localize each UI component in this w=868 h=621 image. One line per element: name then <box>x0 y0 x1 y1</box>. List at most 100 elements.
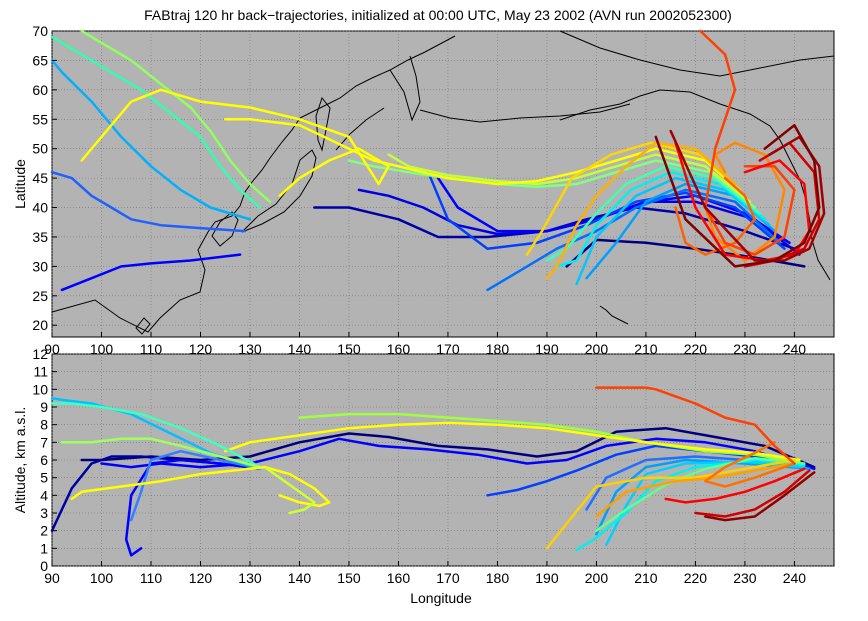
map-trajectory-line <box>545 141 737 280</box>
coastline-japan <box>241 149 317 233</box>
coastline-korea <box>211 211 239 247</box>
map-trajectory-line <box>50 59 252 221</box>
altitude-trajectory-line <box>50 402 262 469</box>
altitude-ytick-label: 10 <box>32 381 48 397</box>
altitude-trajectory-line <box>129 449 262 522</box>
map-xtick-label: 100 <box>90 341 114 357</box>
altitude-trajectory-line <box>694 469 811 518</box>
map-ytick-label: 55 <box>32 111 48 127</box>
map-ytick-label: 30 <box>32 258 48 274</box>
altitude-xtick-label: 230 <box>733 570 757 586</box>
map-trajectory-line <box>674 176 757 256</box>
map-ytick-label: 35 <box>32 229 48 245</box>
map-trajectory-line <box>654 123 821 268</box>
map-trajectory-line <box>50 35 262 209</box>
altitude-ytick-label: 7 <box>40 434 48 450</box>
altitude-trajectory-line <box>100 437 816 471</box>
altitude-xtick-label: 150 <box>337 570 361 586</box>
map-ytick-label: 70 <box>32 23 48 39</box>
coastline-arctic <box>559 30 835 77</box>
map-trajectory-line <box>575 176 771 286</box>
altitude-ytick-label: 5 <box>40 470 48 486</box>
altitude-ytick-label: 11 <box>33 364 48 380</box>
map-xtick-label: 180 <box>486 341 510 357</box>
altitude-ytick-label: 2 <box>40 523 48 539</box>
altitude-ytick-label: 6 <box>40 452 48 468</box>
altitude-trajectory-line <box>263 465 331 508</box>
map-xtick-label: 170 <box>436 341 460 357</box>
altitude-trajectory-line <box>595 458 811 536</box>
altitude-xtick-label: 220 <box>684 570 708 586</box>
altitude-panel: 90 100 110 120 130 140 150 160 170 180 190 200 210 22… <box>12 346 835 606</box>
map-ytick-label: 40 <box>32 200 48 216</box>
coastline-hawaii <box>599 305 629 325</box>
altitude-xtick-label: 120 <box>189 570 213 586</box>
altitude-ytick-label: 4 <box>40 487 48 503</box>
altitude-xtick-label: 130 <box>238 570 262 586</box>
map-xtick-label: 230 <box>733 341 757 357</box>
altitude-trajectory-line <box>595 462 796 518</box>
map-xtick-label: 160 <box>387 341 411 357</box>
altitude-ytick-label: 9 <box>40 399 48 415</box>
coastline-taiwan <box>135 317 151 335</box>
altitude-trajectory-line <box>575 458 806 552</box>
altitude-trajectory-line <box>704 471 816 522</box>
altitude-trajectory-line <box>263 465 316 515</box>
map-trajectory-line <box>80 29 272 203</box>
map-xtick-label: 130 <box>238 341 262 357</box>
map-ytick-label: 20 <box>32 317 48 333</box>
altitude-ytick-label: 0 <box>40 558 48 574</box>
altitude-xtick-label: 110 <box>140 570 163 586</box>
map-xtick-label: 210 <box>634 341 658 357</box>
altitude-xtick-label: 180 <box>486 570 510 586</box>
altitude-trajectory-line <box>595 386 796 465</box>
map-ytick-label: 45 <box>32 170 48 186</box>
altitude-trajectory-line <box>124 458 262 557</box>
map-trajectories <box>50 29 826 292</box>
map-trajectory-line <box>555 170 766 268</box>
map-ytick-label: 25 <box>32 288 48 304</box>
altitude-trajectory-line <box>80 426 816 469</box>
map-xtick-label: 220 <box>684 341 708 357</box>
altitude-trajectory-line <box>704 441 796 488</box>
map-trajectory-line <box>60 253 242 292</box>
map-trajectory-line <box>50 170 247 233</box>
coastline-asia <box>51 35 456 333</box>
altitude-trajectory-line <box>545 458 796 550</box>
map-trajectory-line <box>80 88 390 198</box>
map-ytick-label: 65 <box>32 52 48 68</box>
altitude-axes: 90 100 110 120 130 140 150 160 170 180 190 200 210 22… <box>32 346 806 586</box>
coastline-kamchatka <box>389 55 421 122</box>
altitude-trajectory-line <box>223 421 801 462</box>
map-ytick-label: 60 <box>32 82 48 98</box>
altitude-trajectory-line <box>664 467 806 504</box>
map-xtick-label: 120 <box>189 341 213 357</box>
altitude-xtick-label: 140 <box>288 570 312 586</box>
altitude-trajectories <box>50 386 816 557</box>
altitude-xlabel: Longitude <box>410 590 472 606</box>
coastline-aleutians <box>419 103 631 123</box>
altitude-ytick-label: 12 <box>32 346 48 362</box>
map-xtick-label: 190 <box>535 341 559 357</box>
altitude-ytick-label: 1 <box>40 540 48 556</box>
map-trajectory-line <box>699 29 796 256</box>
map-panel: 90 100 110 120 130 140 150 160 170 180 190 200 210 22… <box>12 23 835 357</box>
altitude-xtick-label: 240 <box>783 570 807 586</box>
chart-title: FABtraj 120 hr back−trajectories, initia… <box>144 7 732 23</box>
altitude-xtick-label: 190 <box>535 570 559 586</box>
map-trajectory-line <box>486 188 781 292</box>
altitude-xtick-label: 210 <box>634 570 658 586</box>
altitude-ytick-label: 8 <box>40 417 48 433</box>
map-ytick-label: 50 <box>32 141 48 157</box>
altitude-ylabel: Altitude, km a.s.l. <box>12 407 28 514</box>
altitude-trajectory-line <box>298 412 801 464</box>
altitude-xtick-label: 200 <box>585 570 609 586</box>
map-xtick-label: 90 <box>44 341 60 357</box>
altitude-trajectory-line <box>585 455 811 511</box>
altitude-xtick-label: 90 <box>44 570 60 586</box>
map-xtick-label: 150 <box>337 341 361 357</box>
altitude-trajectory-line <box>70 465 267 501</box>
map-xtick-label: 140 <box>288 341 312 357</box>
map-xtick-label: 110 <box>140 341 163 357</box>
